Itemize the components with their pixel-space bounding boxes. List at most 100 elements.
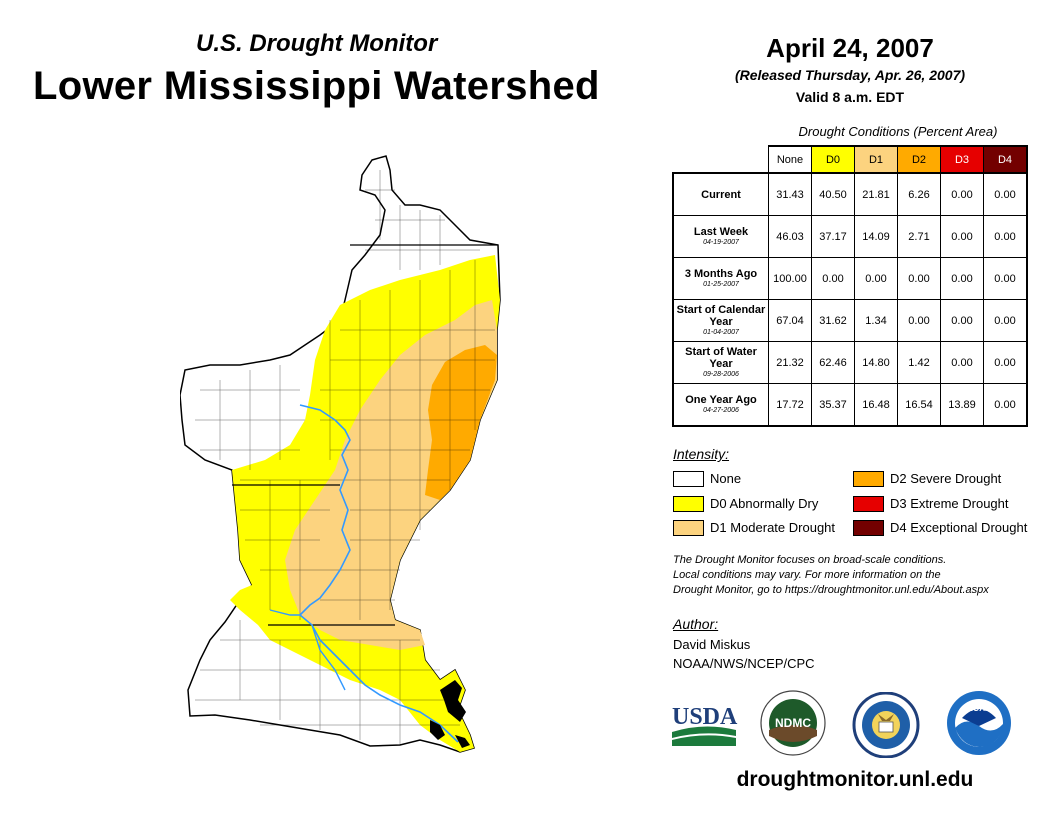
atchafalaya-river [311, 624, 346, 691]
cell-d3: 0.00 [940, 299, 984, 342]
cell-d4: 0.00 [983, 383, 1028, 427]
drought-map [180, 155, 501, 753]
row-label: Start of Water Year 09-28-2006 [672, 341, 769, 384]
ndmc-logo: NDMC [760, 690, 826, 756]
cell-d1: 14.80 [854, 341, 898, 384]
cell-d0: 40.50 [811, 172, 855, 216]
row-label: Current [672, 172, 769, 216]
cell-d0: 35.37 [811, 383, 855, 427]
row-label: 3 Months Ago 01-25-2007 [672, 257, 769, 300]
cell-d0: 31.62 [811, 299, 855, 342]
col-d3: D3 [940, 145, 984, 174]
map-date: April 24, 2007 [766, 33, 934, 63]
table-corner [673, 146, 769, 173]
release-date: (Released Thursday, Apr. 26, 2007) [734, 67, 966, 83]
noaa-logo: NOAA [947, 691, 1011, 755]
table-row: Start of Calendar Year 01-04-2007 67.04 3… [672, 299, 1028, 342]
cell-d2: 0.00 [897, 299, 941, 342]
website-url[interactable]: droughtmonitor.unl.edu [736, 768, 974, 791]
cell-d4: 0.00 [983, 215, 1028, 258]
noaa-logo-text: NOAA [967, 704, 991, 713]
cell-d2: 1.42 [897, 341, 941, 384]
cell-d0: 62.46 [811, 341, 855, 384]
usda-logo-text: USDA [672, 704, 738, 730]
legend-swatch [853, 520, 884, 536]
cell-none: 100.00 [768, 257, 812, 300]
cell-d2: 16.54 [897, 383, 941, 427]
cell-d1: 1.34 [854, 299, 898, 342]
author-org: NOAA/NWS/NCEP/CPC [673, 656, 815, 671]
cell-d4: 0.00 [983, 341, 1028, 384]
cell-none: 46.03 [768, 215, 812, 258]
legend-swatch [673, 520, 704, 536]
cell-none: 17.72 [768, 383, 812, 427]
table-row: Current 31.43 40.50 21.81 6.26 0.00 0.00 [672, 172, 1028, 216]
cell-d2: 0.00 [897, 257, 941, 300]
mississippi-river [298, 404, 459, 743]
coastal-marsh [430, 680, 470, 748]
legend-label: D0 Abnormally Dry [710, 496, 819, 511]
legend-label: D3 Extreme Drought [890, 496, 1009, 511]
region-d2 [425, 345, 497, 500]
cell-d2: 2.71 [897, 215, 941, 258]
legend-label: D1 Moderate Drought [710, 520, 836, 535]
cell-d3: 0.00 [940, 341, 984, 384]
author-title: Author: [673, 616, 719, 632]
table-caption: Drought Conditions (Percent Area) [798, 124, 998, 139]
legend-swatch [853, 471, 884, 487]
row-date: 04-27-2006 [703, 406, 739, 414]
row-label: Start of Calendar Year 01-04-2007 [672, 299, 769, 342]
cell-d1: 16.48 [854, 383, 898, 427]
legend-label: D2 Severe Drought [890, 471, 1002, 486]
note-line: Local conditions may vary. For more info… [673, 569, 941, 581]
col-none: None [768, 145, 812, 174]
valid-time: Valid 8 a.m. EDT [795, 89, 905, 105]
table-row: Start of Water Year 09-28-2006 21.32 62.4… [672, 341, 1028, 384]
cell-d1: 14.09 [854, 215, 898, 258]
cell-d3: 0.00 [940, 257, 984, 300]
legend-label: D4 Exceptional Drought [890, 520, 1028, 535]
row-label: Last Week 04-19-2007 [672, 215, 769, 258]
col-d1: D1 [854, 145, 898, 174]
col-d2: D2 [897, 145, 941, 174]
row-date: 01-04-2007 [703, 328, 739, 336]
cell-d0: 0.00 [811, 257, 855, 300]
table-row: 3 Months Ago 01-25-2007 100.00 0.00 0.00 … [672, 257, 1028, 300]
row-label: One Year Ago 04-27-2006 [672, 383, 769, 427]
cell-none: 67.04 [768, 299, 812, 342]
disclaimer-note: The Drought Monitor focuses on broad-sca… [673, 553, 1043, 598]
col-d0: D0 [811, 145, 855, 174]
row-date: 09-28-2006 [703, 370, 739, 378]
cell-d0: 37.17 [811, 215, 855, 258]
legend-label: None [710, 471, 742, 486]
table-row: One Year Ago 04-27-2006 17.72 35.37 16.48… [672, 383, 1028, 427]
cell-d3: 13.89 [940, 383, 984, 427]
red-river [269, 609, 300, 616]
row-date: 04-19-2007 [703, 238, 739, 246]
legend-title: Intensity: [673, 446, 730, 462]
author-name: David Miskus [673, 637, 751, 652]
commerce-seal-logo [852, 692, 920, 758]
cell-d2: 6.26 [897, 172, 941, 216]
table-row: Last Week 04-19-2007 46.03 37.17 14.09 2.… [672, 215, 1028, 258]
cell-d1: 0.00 [854, 257, 898, 300]
cell-none: 31.43 [768, 172, 812, 216]
legend-swatch [673, 496, 704, 512]
note-line: The Drought Monitor focuses on broad-sca… [673, 554, 947, 566]
cell-none: 21.32 [768, 341, 812, 384]
cell-d1: 21.81 [854, 172, 898, 216]
cell-d3: 0.00 [940, 215, 984, 258]
state-lines [232, 244, 498, 626]
legend-swatch [853, 496, 884, 512]
map-supertitle: U.S. Drought Monitor [196, 30, 438, 57]
ndmc-logo-text: NDMC [775, 716, 811, 730]
row-date: 01-25-2007 [703, 280, 739, 288]
cell-d4: 0.00 [983, 299, 1028, 342]
drought-stats-table: None D0 D1 D2 D3 D4 Current 31.43 40.50 … [672, 145, 1028, 427]
map-title: Lower Mississippi Watershed [33, 64, 600, 108]
cell-d4: 0.00 [983, 172, 1028, 216]
col-d4: D4 [983, 145, 1028, 174]
usda-logo: USDA [672, 704, 738, 746]
note-line: Drought Monitor, go to https://droughtmo… [673, 584, 989, 596]
cell-d4: 0.00 [983, 257, 1028, 300]
